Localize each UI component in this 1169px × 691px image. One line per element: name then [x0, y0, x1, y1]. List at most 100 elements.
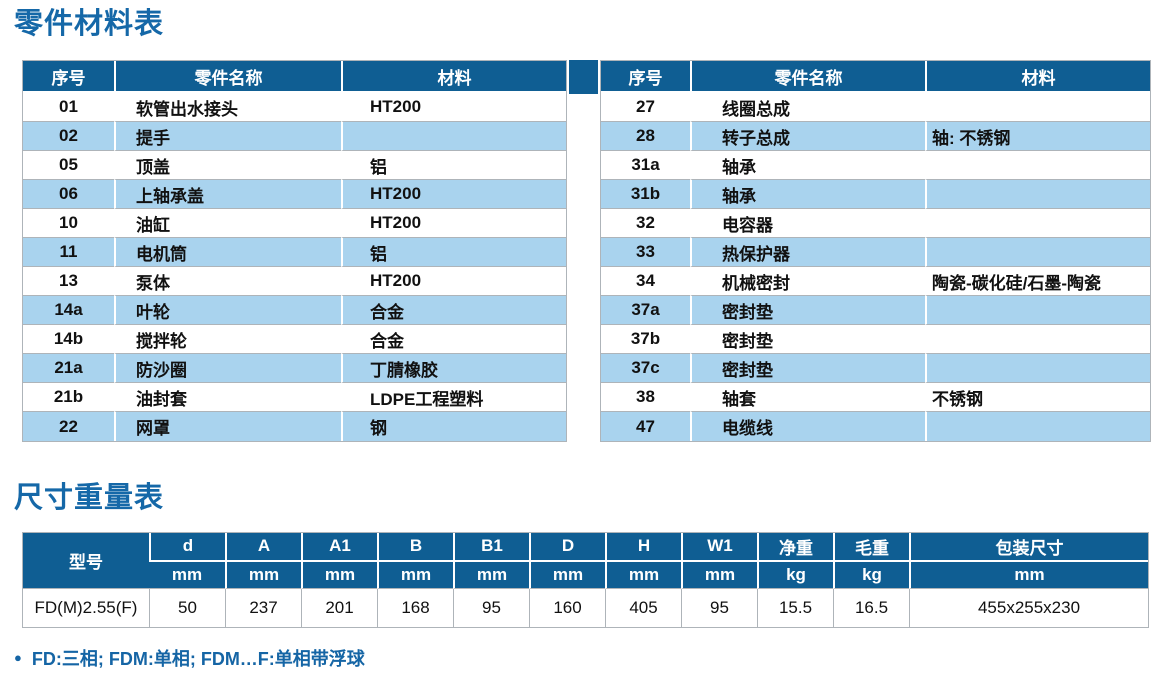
table-cell-no: 21b	[23, 383, 114, 413]
table-cell-name: 顶盖	[114, 151, 341, 181]
table-cell-name: 搅拌轮	[114, 325, 341, 355]
column-header-model: 型号	[23, 532, 149, 589]
column-header-b1: B1	[453, 532, 529, 562]
table-cell-name: 密封垫	[690, 296, 925, 326]
table-cell-name: 软管出水接头	[114, 93, 341, 123]
footnote-text: FD:三相; FDM:单相; FDM…F:单相带浮球	[31, 648, 365, 669]
table-cell-material: HT200	[341, 180, 566, 210]
column-header-material: 材料	[925, 61, 1150, 94]
table-row: 27 线圈总成	[601, 93, 1150, 123]
table-gap	[567, 60, 600, 95]
column-header-no: 序号	[601, 61, 690, 94]
value-cell-dd: 160	[529, 588, 605, 627]
table-cell-material	[925, 354, 1150, 384]
table-cell-name: 转子总成	[690, 122, 925, 152]
table-cell-material	[925, 412, 1150, 442]
table-cell-no: 47	[601, 412, 690, 442]
table-cell-no: 21a	[23, 354, 114, 384]
parts-table-left: 序号 零件名称 材料 01 软管出水接头 HT200 02 提手 05 顶盖铝 06 上轴承盖 H…	[22, 60, 567, 443]
table-cell-no: 14b	[23, 325, 114, 355]
table-row: 05 顶盖铝	[23, 151, 566, 181]
unit-label: mm	[529, 561, 605, 589]
column-header-dd: D	[529, 532, 605, 562]
table-cell-no: 31b	[601, 180, 690, 210]
table-cell-material	[925, 180, 1150, 210]
column-header-a1: A1	[301, 532, 377, 562]
table-cell-no: 02	[23, 122, 114, 152]
table-cell-no: 05	[23, 151, 114, 181]
table-cell-name: 网罩	[114, 412, 341, 442]
table-cell-name: 油封套	[114, 383, 341, 413]
table-cell-material: 铝	[341, 238, 566, 268]
value-cell-a: 237	[225, 588, 301, 627]
value-cell-b1: 95	[453, 588, 529, 627]
column-header-d: d	[149, 532, 225, 562]
table-cell-material	[925, 296, 1150, 326]
table-cell-name: 电缆线	[690, 412, 925, 442]
table-cell-material	[925, 209, 1150, 239]
table-cell-no: 31a	[601, 151, 690, 181]
table-cell-material	[925, 238, 1150, 268]
header-row: 型号 d A A1 B B1 D H W1 净重 毛重 包装尺寸	[23, 532, 1148, 589]
value-cell-h: 405	[605, 588, 681, 627]
units-row: mm mm mm mm mm mm mm mm kg kg mm	[23, 561, 1148, 589]
value-cell-a1: 201	[301, 588, 377, 627]
table-cell-no: 37a	[601, 296, 690, 326]
table-cell-no: 33	[601, 238, 690, 268]
table-row: 06 上轴承盖 HT200	[23, 180, 566, 210]
table-cell-no: 06	[23, 180, 114, 210]
table-cell-material: 丁腈橡胶	[341, 354, 566, 384]
table-row: 32 电容器	[601, 209, 1150, 239]
table-cell-no: 14a	[23, 296, 114, 326]
table-cell-name: 电容器	[690, 209, 925, 239]
table-row: 37a 密封垫	[601, 296, 1150, 326]
table-row: 33 热保护器	[601, 238, 1150, 268]
column-header-name: 零件名称	[114, 61, 341, 94]
table-row: 21a 防沙圈 丁腈橡胶	[23, 354, 566, 384]
parts-table-right: 序号 零件名称 材料 27 线圈总成 28 转子总成 轴: 不锈钢 31a 轴承 31b 轴承 3…	[600, 60, 1151, 443]
unit-label: mm	[377, 561, 453, 589]
table-row: 31a 轴承	[601, 151, 1150, 181]
table-cell-no: 28	[601, 122, 690, 152]
table-row: 01 软管出水接头 HT200	[23, 93, 566, 123]
column-header-material: 材料	[341, 61, 566, 94]
table-cell-material: 轴: 不锈钢	[925, 122, 1150, 152]
table-cell-name: 电机筒	[114, 238, 341, 268]
table-row: 31b 轴承	[601, 180, 1150, 210]
table-cell-material: 合金	[341, 325, 566, 355]
table-cell-material: 合金	[341, 296, 566, 326]
table-cell-no: 27	[601, 93, 690, 123]
table-cell-no: 37c	[601, 354, 690, 384]
table-cell-material	[925, 151, 1150, 181]
value-cell-net: 15.5	[757, 588, 833, 627]
table-row: 47 电缆线	[601, 412, 1150, 442]
model-cell: FD(M)2.55(F)	[23, 588, 149, 627]
parts-tables-container: 序号 零件名称 材料 01 软管出水接头 HT200 02 提手 05 顶盖铝 06 上轴承盖 H…	[22, 60, 1151, 443]
table-cell-no: 10	[23, 209, 114, 239]
unit-label: mm	[605, 561, 681, 589]
table-cell-name: 叶轮	[114, 296, 341, 326]
value-cell-gross: 16.5	[833, 588, 909, 627]
header-row: 序号 零件名称 材料	[23, 61, 566, 94]
table-cell-material: HT200	[341, 209, 566, 239]
table-row: 37c 密封垫	[601, 354, 1150, 384]
table-cell-name: 线圈总成	[690, 93, 925, 123]
table-cell-no: 01	[23, 93, 114, 123]
table-cell-no: 22	[23, 412, 114, 442]
table-cell-no: 11	[23, 238, 114, 268]
column-header-name: 零件名称	[690, 61, 925, 94]
table-row: 14a 叶轮 合金	[23, 296, 566, 326]
footnote: ● FD:三相; FDM:单相; FDM…F:单相带浮球	[14, 645, 1169, 671]
table-cell-no: 13	[23, 267, 114, 297]
table-cell-name: 轴套	[690, 383, 925, 413]
table-row: 38 轴套 不锈钢	[601, 383, 1150, 413]
table-row: 10 油缸 HT200	[23, 209, 566, 239]
table-cell-no: 38	[601, 383, 690, 413]
table-cell-material	[341, 122, 566, 152]
unit-label: mm	[225, 561, 301, 589]
table-cell-name: 上轴承盖	[114, 180, 341, 210]
table-row: 28 转子总成 轴: 不锈钢	[601, 122, 1150, 152]
table-gap-header	[569, 60, 598, 95]
table-cell-material: 不锈钢	[925, 383, 1150, 413]
